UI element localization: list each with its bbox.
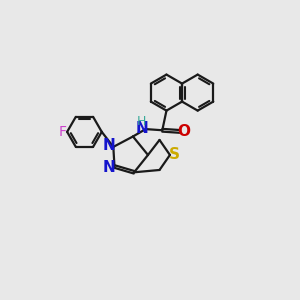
Text: F: F bbox=[58, 125, 67, 139]
Text: N: N bbox=[135, 121, 148, 136]
Text: O: O bbox=[177, 124, 190, 139]
Text: S: S bbox=[169, 148, 180, 163]
Text: N: N bbox=[103, 160, 116, 175]
Text: H: H bbox=[137, 115, 146, 128]
Text: N: N bbox=[102, 138, 115, 153]
